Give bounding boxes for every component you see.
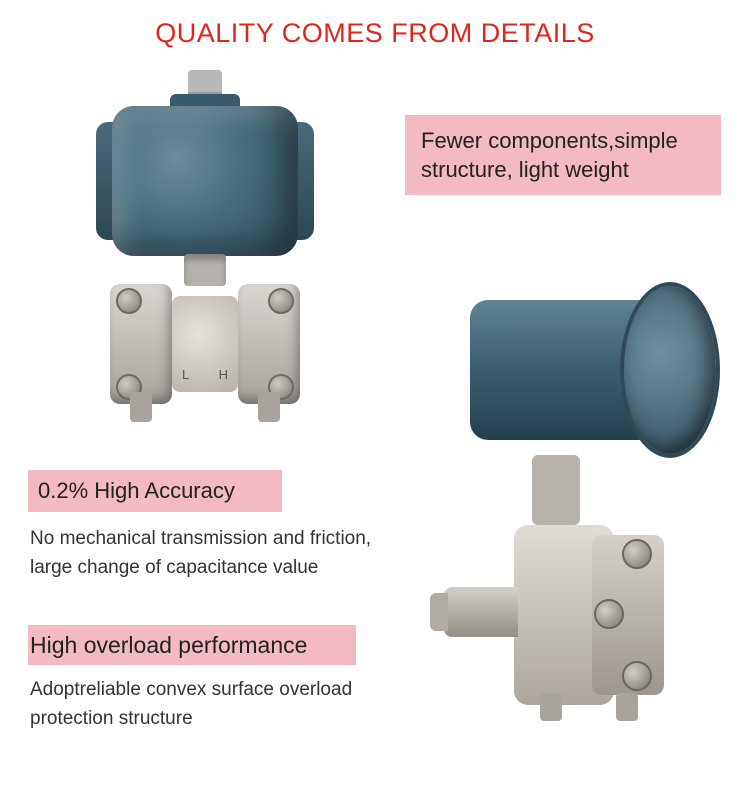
bolt <box>116 288 142 314</box>
bolt <box>622 539 652 569</box>
process-manifold-side <box>444 525 668 705</box>
drain-vent <box>616 693 638 721</box>
product-front-view: L H <box>70 70 340 435</box>
electronics-housing <box>112 106 298 256</box>
bolt <box>268 288 294 314</box>
feature-callout-accuracy-heading: 0.2% High Accuracy <box>28 470 282 512</box>
sensor-neck <box>532 455 580 525</box>
feature-callout-components: Fewer components,simple structure, light… <box>405 115 721 195</box>
feature-callout-overload-body: Adoptreliable convex surface overload pr… <box>30 676 390 733</box>
drain-vent <box>130 392 152 422</box>
conduit-entry <box>188 70 222 96</box>
page-title: QUALITY COMES FROM DETAILS <box>0 18 750 49</box>
process-port <box>444 587 518 637</box>
feature-callout-overload-heading: High overload performance <box>28 625 356 665</box>
bolt <box>622 661 652 691</box>
process-manifold: L H <box>110 284 300 404</box>
feature-callout-accuracy-body: No mechanical transmission and friction,… <box>30 525 400 582</box>
housing-cover-face <box>624 286 716 454</box>
port-label-l: L <box>182 367 189 382</box>
sensor-neck <box>184 254 226 286</box>
product-side-view <box>400 280 710 770</box>
drain-vent <box>258 392 280 422</box>
bolt <box>594 599 624 629</box>
electronics-housing-side <box>470 280 700 455</box>
drain-vent <box>540 693 562 721</box>
port-label-h: H <box>219 367 228 382</box>
sensor-module: L H <box>172 296 238 392</box>
